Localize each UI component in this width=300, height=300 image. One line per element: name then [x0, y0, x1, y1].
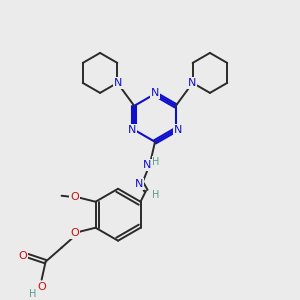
Text: N: N: [135, 179, 143, 189]
Text: N: N: [174, 125, 182, 135]
Text: H: H: [29, 289, 36, 298]
Text: N: N: [128, 125, 136, 135]
Text: O: O: [18, 251, 27, 261]
Text: N: N: [143, 160, 151, 170]
Text: H: H: [152, 190, 160, 200]
Text: O: O: [70, 192, 79, 202]
Text: O: O: [37, 282, 46, 292]
Text: N: N: [188, 78, 196, 88]
Text: O: O: [70, 228, 79, 238]
Text: N: N: [151, 88, 159, 98]
Text: H: H: [152, 157, 160, 167]
Text: N: N: [114, 78, 122, 88]
